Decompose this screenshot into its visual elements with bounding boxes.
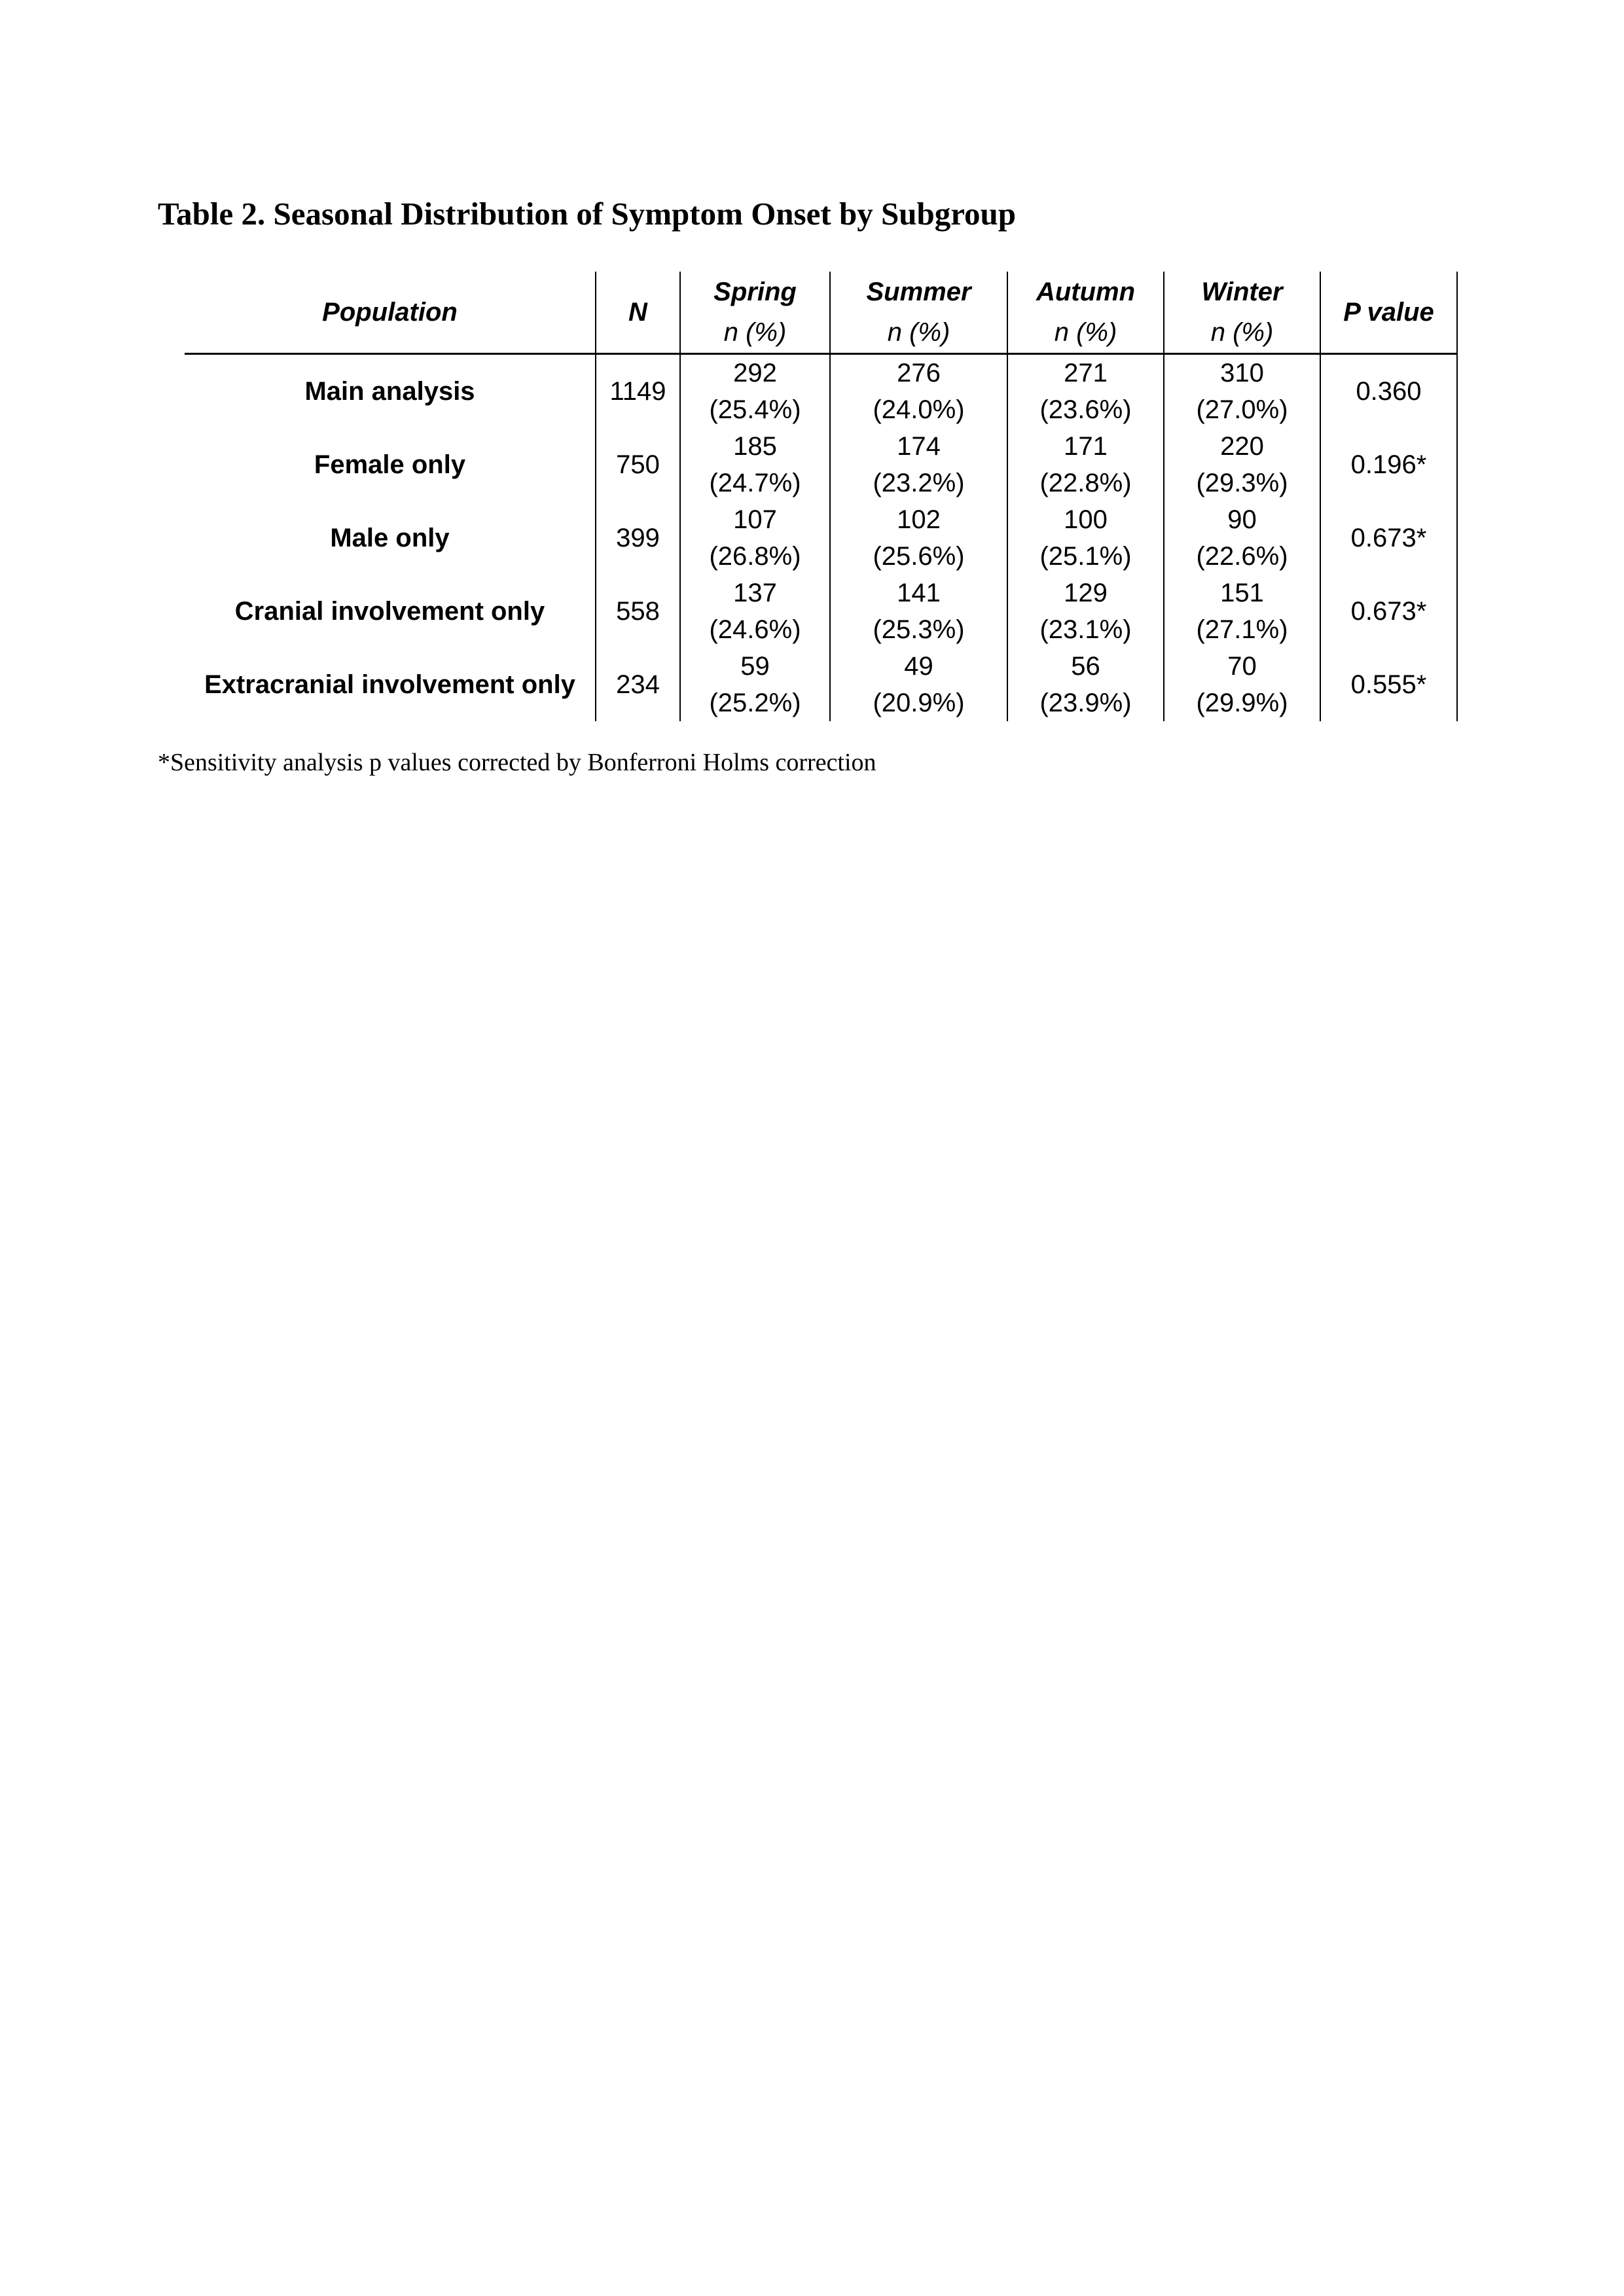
count: 141 bbox=[897, 579, 941, 607]
count: 171 bbox=[1064, 432, 1108, 461]
percent: (25.4%) bbox=[709, 395, 801, 424]
percent: (25.1%) bbox=[1039, 542, 1132, 571]
n-cell: 399 bbox=[595, 501, 680, 575]
percent: (29.9%) bbox=[1196, 689, 1288, 717]
season-cell: 220 (29.3%) bbox=[1163, 428, 1320, 501]
count: 276 bbox=[897, 359, 941, 387]
season-cell: 100 (25.1%) bbox=[1007, 501, 1164, 575]
population-cell: Female only bbox=[314, 450, 466, 479]
header-season-sub: n (%) bbox=[1054, 318, 1117, 347]
count: 100 bbox=[1064, 505, 1108, 534]
population-cell: Cranial involvement only bbox=[234, 597, 545, 626]
header-row: Population N Spring n (%) Summer n (%) Aut… bbox=[185, 272, 1458, 355]
footnote: *Sensitivity analysis p values corrected… bbox=[158, 749, 876, 776]
p-value-cell: 0.360 bbox=[1320, 353, 1458, 428]
header-p-value: P value bbox=[1320, 272, 1458, 355]
season-cell: 49 (20.9%) bbox=[829, 648, 1007, 721]
percent: (22.6%) bbox=[1196, 542, 1288, 571]
header-season-name: Winter bbox=[1201, 278, 1283, 306]
count: 310 bbox=[1220, 359, 1264, 387]
percent: (24.0%) bbox=[873, 395, 965, 424]
n-cell: 558 bbox=[595, 575, 680, 648]
table-title: Table 2. Seasonal Distribution of Sympto… bbox=[158, 196, 1017, 232]
season-cell: 102 (25.6%) bbox=[829, 501, 1007, 575]
season-cell: 174 (23.2%) bbox=[829, 428, 1007, 501]
table-row: Extracranial involvement only 234 59 (25.2… bbox=[185, 648, 1458, 721]
percent: (23.6%) bbox=[1039, 395, 1132, 424]
percent: (23.1%) bbox=[1039, 615, 1132, 644]
table-row: Male only 399 107 (26.8%) 102 (25.6%) 100 (25.… bbox=[185, 501, 1458, 575]
header-season-sub: n (%) bbox=[1210, 318, 1274, 347]
count: 59 bbox=[740, 652, 770, 681]
percent: (24.7%) bbox=[709, 469, 801, 497]
count: 292 bbox=[733, 359, 777, 387]
season-cell: 151 (27.1%) bbox=[1163, 575, 1320, 648]
p-value-cell: 0.673* bbox=[1320, 575, 1458, 648]
percent: (24.6%) bbox=[709, 615, 801, 644]
p-value-cell: 0.196* bbox=[1320, 428, 1458, 501]
count: 151 bbox=[1220, 579, 1264, 607]
season-cell: 271 (23.6%) bbox=[1007, 353, 1164, 428]
count: 271 bbox=[1064, 359, 1108, 387]
header-summer: Summer n (%) bbox=[829, 272, 1007, 355]
header-season-sub: n (%) bbox=[723, 318, 787, 347]
percent: (23.2%) bbox=[873, 469, 965, 497]
season-cell: 129 (23.1%) bbox=[1007, 575, 1164, 648]
count: 137 bbox=[733, 579, 777, 607]
table-row: Main analysis 1149 292 (25.4%) 276 (24.0%) 27… bbox=[185, 353, 1458, 428]
count: 102 bbox=[897, 505, 941, 534]
header-autumn: Autumn n (%) bbox=[1007, 272, 1164, 355]
table-row: Female only 750 185 (24.7%) 174 (23.2%) 171 (2… bbox=[185, 428, 1458, 501]
seasonal-distribution-table: Population N Spring n (%) Summer n (%) Aut… bbox=[185, 272, 1458, 721]
season-cell: 141 (25.3%) bbox=[829, 575, 1007, 648]
count: 70 bbox=[1227, 652, 1257, 681]
percent: (25.6%) bbox=[873, 542, 965, 571]
header-season-name: Summer bbox=[866, 278, 971, 306]
count: 220 bbox=[1220, 432, 1264, 461]
header-season-name: Autumn bbox=[1036, 278, 1136, 306]
season-cell: 56 (23.9%) bbox=[1007, 648, 1164, 721]
count: 49 bbox=[904, 652, 933, 681]
population-cell: Male only bbox=[330, 524, 450, 552]
header-spring: Spring n (%) bbox=[679, 272, 830, 355]
population-cell: Extracranial involvement only bbox=[204, 670, 575, 699]
season-cell: 171 (22.8%) bbox=[1007, 428, 1164, 501]
p-value-cell: 0.555* bbox=[1320, 648, 1458, 721]
n-cell: 234 bbox=[595, 648, 680, 721]
season-cell: 137 (24.6%) bbox=[679, 575, 830, 648]
percent: (20.9%) bbox=[873, 689, 965, 717]
count: 185 bbox=[733, 432, 777, 461]
header-population: Population bbox=[185, 272, 596, 355]
count: 174 bbox=[897, 432, 941, 461]
percent: (25.3%) bbox=[873, 615, 965, 644]
season-cell: 70 (29.9%) bbox=[1163, 648, 1320, 721]
season-cell: 90 (22.6%) bbox=[1163, 501, 1320, 575]
count: 129 bbox=[1064, 579, 1108, 607]
count: 56 bbox=[1071, 652, 1100, 681]
header-n: N bbox=[595, 272, 680, 355]
season-cell: 310 (27.0%) bbox=[1163, 353, 1320, 428]
percent: (22.8%) bbox=[1039, 469, 1132, 497]
p-value-cell: 0.673* bbox=[1320, 501, 1458, 575]
percent: (27.0%) bbox=[1196, 395, 1288, 424]
season-cell: 59 (25.2%) bbox=[679, 648, 830, 721]
count: 90 bbox=[1227, 505, 1257, 534]
population-cell: Main analysis bbox=[304, 377, 475, 406]
season-cell: 276 (24.0%) bbox=[829, 353, 1007, 428]
percent: (23.9%) bbox=[1039, 689, 1132, 717]
header-season-sub: n (%) bbox=[887, 318, 950, 347]
n-cell: 1149 bbox=[595, 353, 680, 428]
season-cell: 292 (25.4%) bbox=[679, 353, 830, 428]
percent: (25.2%) bbox=[709, 689, 801, 717]
n-cell: 750 bbox=[595, 428, 680, 501]
percent: (26.8%) bbox=[709, 542, 801, 571]
percent: (27.1%) bbox=[1196, 615, 1288, 644]
season-cell: 185 (24.7%) bbox=[679, 428, 830, 501]
season-cell: 107 (26.8%) bbox=[679, 501, 830, 575]
header-winter: Winter n (%) bbox=[1163, 272, 1320, 355]
header-season-name: Spring bbox=[713, 278, 797, 306]
table-row: Cranial involvement only 558 137 (24.6%) 14… bbox=[185, 575, 1458, 648]
percent: (29.3%) bbox=[1196, 469, 1288, 497]
count: 107 bbox=[733, 505, 777, 534]
